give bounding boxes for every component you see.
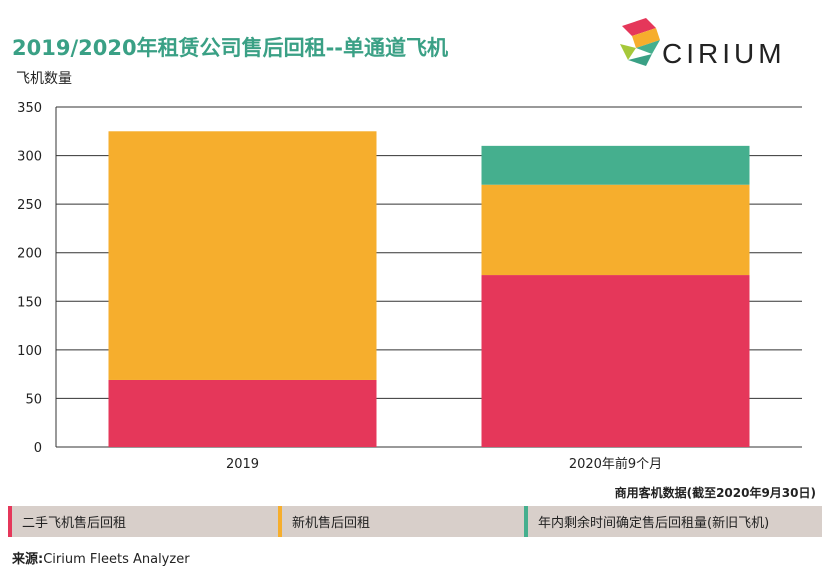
- bar-1-series-1: [481, 184, 750, 276]
- legend-swatch-orange: [278, 506, 282, 537]
- source-text: Cirium Fleets Analyzer: [43, 552, 190, 567]
- y-tick-label-50: 50: [25, 392, 42, 407]
- stacked-bar-chart: 0 50 100 150 200 250 300 350 2019 2020年前9个月: [17, 101, 802, 472]
- legend: 二手飞机售后回租 新机售后回租 年内剩余时间确定售后回租量(新旧飞机): [8, 506, 822, 537]
- legend-label-remaining: 年内剩余时间确定售后回租量(新旧飞机): [538, 516, 770, 531]
- bar-0-series-0: [108, 379, 377, 447]
- y-tick-label-300: 300: [17, 150, 42, 165]
- y-tick-label-200: 200: [17, 247, 42, 262]
- legend-swatch-green: [524, 506, 528, 537]
- legend-item-used: 二手飞机售后回租: [8, 506, 126, 537]
- y-tick-label-250: 250: [17, 198, 42, 213]
- legend-label-used: 二手飞机售后回租: [22, 516, 127, 531]
- legend-label-new: 新机售后回租: [292, 516, 371, 531]
- brand-name: CIRIUM: [662, 38, 786, 69]
- legend-item-new: 新机售后回租: [278, 506, 370, 537]
- data-note: 商用客机数据(截至2020年9月30日): [614, 486, 816, 500]
- source-line: 来源:Cirium Fleets Analyzer: [12, 548, 190, 567]
- y-tick-label-0: 0: [34, 441, 42, 456]
- x-tick-label-0: 2019: [226, 457, 259, 472]
- chart-title: 2019/2020年租赁公司售后回租--单通道飞机: [12, 36, 448, 60]
- y-axis-label: 飞机数量: [16, 71, 72, 87]
- cirium-logo-icon: [620, 18, 660, 66]
- source-prefix: 来源:: [12, 552, 44, 567]
- bar-1-series-2: [481, 145, 750, 185]
- x-tick-label-1: 2020年前9个月: [569, 456, 662, 472]
- y-tick-label-100: 100: [17, 344, 42, 359]
- legend-item-remaining: 年内剩余时间确定售后回租量(新旧飞机): [524, 506, 769, 537]
- bar-1-series-0: [481, 275, 750, 447]
- legend-swatch-red: [8, 506, 12, 537]
- y-tick-label-350: 350: [17, 101, 42, 116]
- bar-0-series-1: [108, 131, 377, 380]
- y-tick-label-150: 150: [17, 295, 42, 310]
